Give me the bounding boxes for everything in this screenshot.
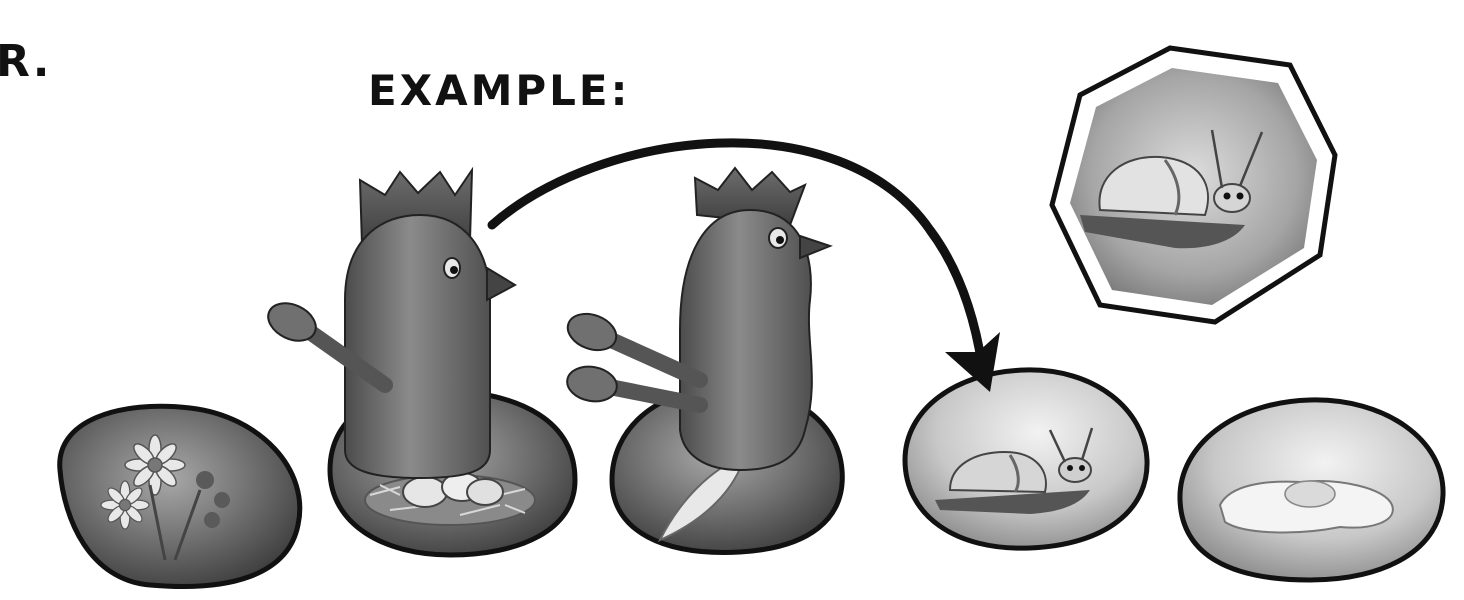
wing-stick-icon: [267, 302, 317, 342]
wing-stick-icon: [566, 312, 618, 352]
snail-tile: [902, 367, 1150, 551]
beak-icon: [799, 234, 833, 260]
beak-icon: [486, 266, 518, 302]
chicken-figure-two-wings: [566, 166, 833, 472]
fried-egg-tile: [1177, 397, 1446, 583]
comb-icon: [693, 166, 807, 227]
partial-heading-text: R.: [0, 36, 52, 87]
wing-stick-icon: [566, 365, 618, 403]
arrow-head-icon: [945, 332, 1000, 392]
snail-icon: [1080, 129, 1264, 249]
example-title: EXAMPLE:: [368, 66, 631, 115]
snail-card: [1049, 45, 1338, 325]
chicken-figure-one-wing: [267, 166, 518, 480]
nest-icon: [364, 472, 536, 526]
flower-tile: [57, 403, 303, 590]
fried-egg-icon: [1218, 480, 1394, 534]
move-arrow: [487, 138, 987, 370]
eye-icon: [776, 236, 784, 244]
snail-icon: [935, 427, 1094, 514]
eye-icon: [450, 266, 458, 274]
